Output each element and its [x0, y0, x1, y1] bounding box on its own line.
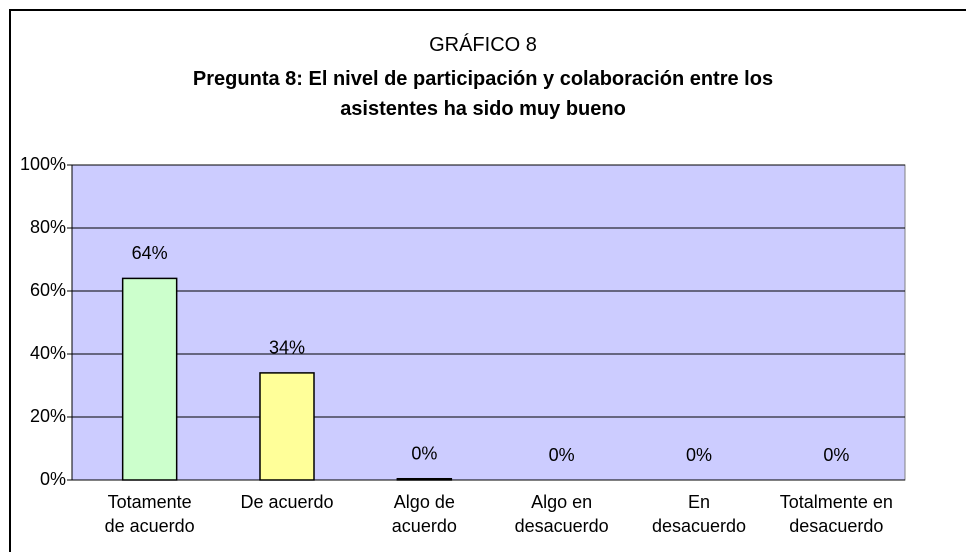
value-label: 34% [269, 338, 305, 358]
chart-subtitle: Pregunta 8: El nivel de participación y … [192, 68, 774, 120]
x-tick-label: Totalmente en desacuerdo [779, 492, 893, 536]
chart-title: GRÁFICO 8 [429, 34, 537, 56]
bar [396, 477, 453, 481]
plot-area [71, 164, 906, 481]
y-tick-label: 0% [40, 469, 66, 489]
y-tick-label: 100% [20, 154, 66, 174]
x-tick-label: De acuerdo [240, 492, 334, 512]
y-tick-label: 20% [30, 406, 66, 426]
y-tick-label: 40% [30, 343, 66, 363]
y-tick-label: 80% [30, 217, 66, 237]
x-tick-label: En desacuerdo [651, 492, 747, 536]
bar [121, 277, 178, 481]
x-tick-label: Algo de acuerdo [391, 492, 457, 536]
value-label: 64% [132, 243, 168, 263]
value-label: 0% [549, 445, 575, 465]
value-label: 0% [411, 443, 437, 463]
y-tick-label: 60% [30, 280, 66, 300]
bar [259, 372, 315, 481]
x-tick-label: Totamente de acuerdo [104, 492, 195, 536]
x-tick-label: Algo en desacuerdo [514, 492, 609, 536]
value-label: 0% [823, 445, 849, 465]
value-label: 0% [686, 445, 712, 465]
